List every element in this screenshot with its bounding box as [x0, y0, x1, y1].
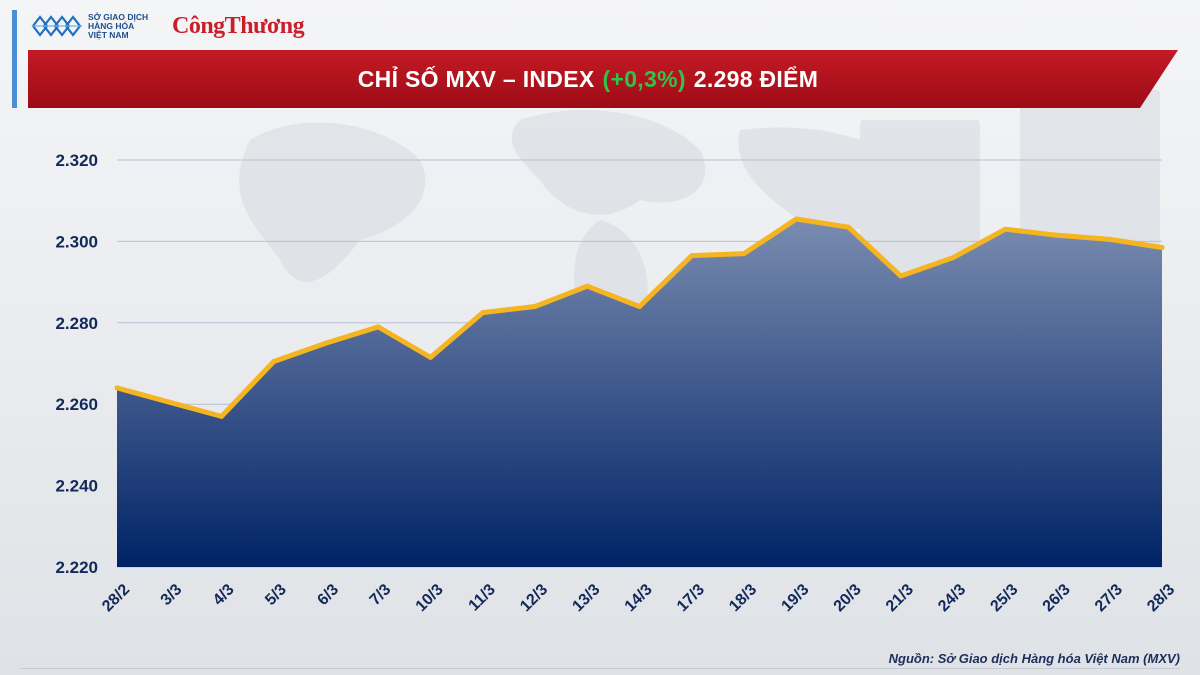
x-tick-label: 11/3 — [466, 581, 499, 614]
data-point — [375, 324, 381, 330]
x-tick-label: 13/3 — [569, 581, 603, 615]
x-tick-label: 6/3 — [314, 581, 342, 609]
cong-thuong-logo: CôngThương — [172, 12, 305, 39]
x-tick-label: 20/3 — [831, 581, 865, 615]
x-tick-label: 17/3 — [674, 581, 708, 615]
data-point — [584, 283, 590, 289]
y-tick-label: 2.260 — [55, 395, 98, 414]
data-point — [428, 354, 433, 360]
x-tick-label: 18/3 — [726, 581, 760, 615]
data-point — [1055, 232, 1060, 238]
x-tick-label: 24/3 — [935, 581, 969, 615]
title-prefix: CHỈ SỐ MXV – INDEX — [357, 65, 595, 92]
x-tick-label: 21/3 — [883, 581, 917, 615]
x-tick-label: 28/2 — [99, 581, 133, 615]
data-point — [950, 255, 956, 261]
title-index-value: 2.298 ĐIỂM — [693, 65, 819, 92]
data-point — [846, 224, 851, 230]
data-point — [1107, 236, 1113, 242]
data-point — [637, 304, 642, 310]
mxv-logo-icon — [31, 15, 82, 37]
x-tick-label: 10/3 — [413, 581, 447, 615]
y-tick-label: 2.240 — [55, 477, 98, 496]
data-point — [1159, 245, 1165, 251]
x-tick-label: 4/3 — [210, 581, 238, 609]
data-point — [323, 340, 329, 346]
x-tick-label: 7/3 — [367, 581, 395, 609]
data-points — [114, 216, 1165, 419]
x-tick-label: 25/3 — [987, 581, 1021, 615]
mxv-logo-line-3: VIỆT NAM — [88, 29, 129, 40]
y-tick-label: 2.300 — [55, 232, 98, 251]
title-change-percent: (+0,3%) — [602, 65, 686, 92]
area-fill — [117, 219, 1162, 567]
accent-stripe — [12, 10, 17, 108]
x-tick-label: 12/3 — [517, 581, 551, 615]
data-point — [898, 273, 904, 279]
mxv-logo-text: SỞ GIAO DỊCH HÀNG HÓA VIỆT NAM — [88, 11, 166, 40]
data-point — [166, 399, 172, 405]
x-tick-label: 19/3 — [778, 581, 812, 615]
data-point — [1002, 226, 1008, 232]
x-tick-label: 26/3 — [1040, 581, 1074, 615]
x-axis: 28/2 3/3 4/3 5/3 6/3 7/3 10/3 11/3 12/3 13/3 14/3 1… — [99, 581, 1178, 615]
data-point — [271, 358, 277, 364]
title-banner — [28, 50, 1178, 108]
y-tick-label: 2.220 — [55, 558, 98, 577]
source-note: Nguồn: Sở Giao dịch Hàng hóa Việt Nam (M… — [888, 651, 1180, 666]
y-axis: 2.220 2.240 2.260 2.280 2.300 2.320 — [55, 151, 98, 577]
x-tick-label: 28/3 — [1144, 581, 1178, 615]
mxv-logo-line-2: HÀNG HÓA — [88, 20, 135, 31]
y-tick-label: 2.280 — [55, 314, 98, 333]
data-point — [219, 413, 224, 419]
y-tick-label: 2.320 — [55, 151, 98, 170]
data-point — [741, 251, 747, 257]
x-tick-label: 14/3 — [622, 581, 656, 615]
data-point — [114, 385, 120, 391]
footer-divider — [20, 668, 1180, 669]
mxv-logo-line-1: SỞ GIAO DỊCH — [88, 11, 149, 22]
header-logos: SỞ GIAO DỊCH HÀNG HÓA VIỆT NAM CôngThươn… — [30, 8, 305, 44]
data-point — [532, 304, 538, 310]
data-point — [689, 253, 695, 259]
x-tick-label: 5/3 — [262, 581, 290, 609]
data-point — [793, 216, 799, 222]
data-point — [480, 310, 486, 316]
chart-title: CHỈ SỐ MXV – INDEX (+0,3%) 2.298 ĐIỂM — [28, 50, 1148, 108]
x-tick-label: 27/3 — [1092, 581, 1126, 615]
x-tick-label: 3/3 — [158, 581, 186, 609]
